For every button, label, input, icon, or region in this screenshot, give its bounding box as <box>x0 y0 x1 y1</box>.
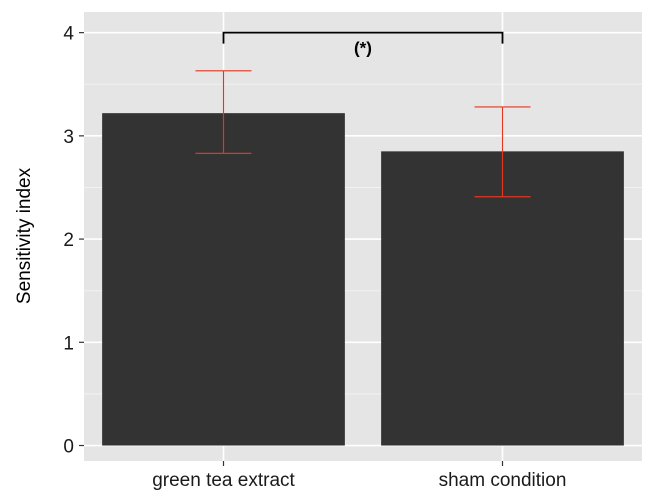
y-tick-label: 2 <box>63 230 74 251</box>
y-tick-label: 1 <box>63 333 74 354</box>
y-tick-label: 3 <box>63 127 74 148</box>
x-tick-label: sham condition <box>439 470 567 491</box>
y-tick-label: 4 <box>63 24 74 45</box>
bar <box>381 151 624 446</box>
y-axis-title: Sensitivity index <box>14 167 35 304</box>
y-tick-label: 0 <box>63 437 74 458</box>
error-bars <box>195 70 531 198</box>
significance-label: (*) <box>354 39 372 58</box>
significance-bracket-line <box>222 31 504 44</box>
y-axis: 0 1 2 3 4 <box>63 24 84 458</box>
x-tick-label: green tea extract <box>152 470 295 491</box>
x-axis: green tea extract sham condition <box>152 461 566 491</box>
bar <box>102 113 345 446</box>
significance-bracket: (*) <box>222 31 504 58</box>
bars <box>102 113 624 446</box>
